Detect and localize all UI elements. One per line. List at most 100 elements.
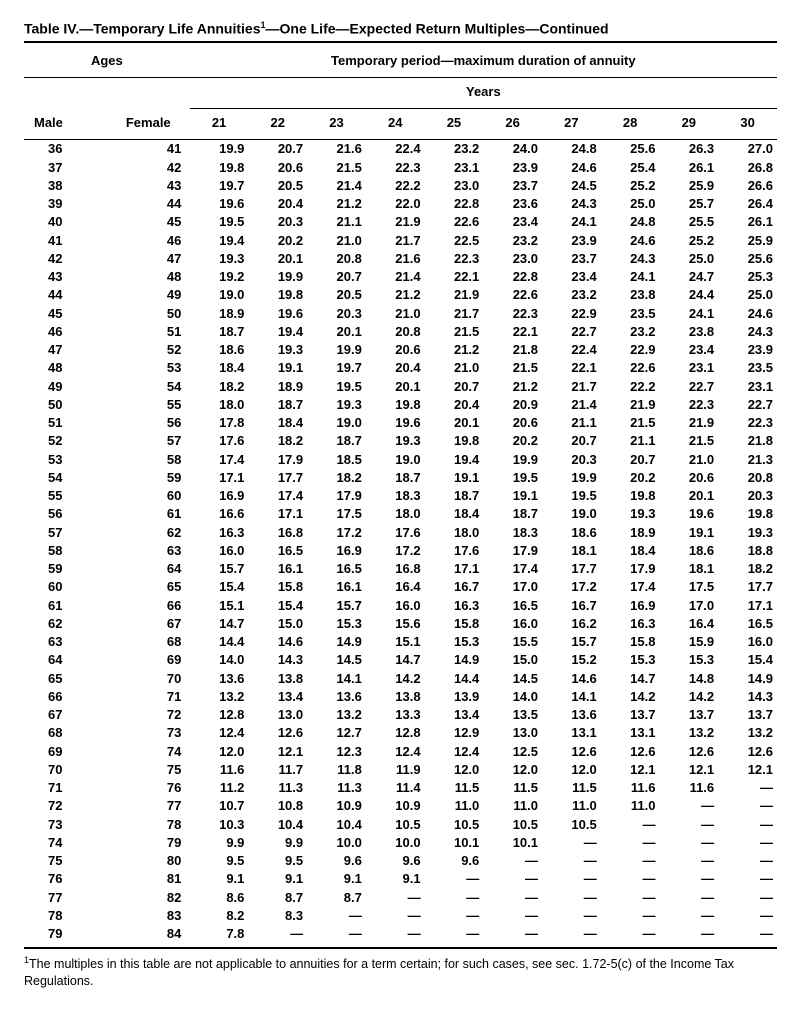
cell-value: 16.0 xyxy=(483,615,542,633)
cell-value: 21.3 xyxy=(718,451,777,469)
cell-value: 21.7 xyxy=(542,378,601,396)
cell-male-age: 73 xyxy=(24,816,107,834)
cell-value: — xyxy=(659,797,718,815)
cell-value: 9.6 xyxy=(425,852,484,870)
cell-value: 22.1 xyxy=(542,359,601,377)
cell-value: 15.2 xyxy=(542,651,601,669)
hdr-ages: Ages xyxy=(24,47,190,75)
cell-value: 20.3 xyxy=(542,451,601,469)
cell-value: — xyxy=(718,852,777,870)
hdr-year-col: 28 xyxy=(601,109,660,138)
table-row: 717611.211.311.311.411.511.511.511.611.6… xyxy=(24,779,777,797)
cell-value: 11.5 xyxy=(483,779,542,797)
cell-value: 12.3 xyxy=(307,743,366,761)
cell-value: 23.4 xyxy=(659,341,718,359)
cell-value: 24.6 xyxy=(542,159,601,177)
cell-value: 13.8 xyxy=(248,670,307,688)
cell-value: 23.0 xyxy=(425,177,484,195)
cell-value: 22.9 xyxy=(601,341,660,359)
table-row: 78838.28.3———————— xyxy=(24,907,777,925)
cell-value: 14.5 xyxy=(483,670,542,688)
cell-value: 20.7 xyxy=(601,451,660,469)
cell-value: — xyxy=(483,870,542,888)
cell-value: 14.6 xyxy=(248,633,307,651)
cell-male-age: 69 xyxy=(24,743,107,761)
table-row: 556016.917.417.918.318.719.119.519.820.1… xyxy=(24,487,777,505)
cell-male-age: 75 xyxy=(24,852,107,870)
cell-female-age: 83 xyxy=(107,907,190,925)
cell-value: 23.6 xyxy=(483,195,542,213)
cell-value: 13.3 xyxy=(366,706,425,724)
cell-value: 23.5 xyxy=(601,305,660,323)
cell-value: 17.4 xyxy=(248,487,307,505)
cell-value: 17.0 xyxy=(659,597,718,615)
cell-female-age: 57 xyxy=(107,432,190,450)
cell-value: — xyxy=(601,870,660,888)
cell-value: 11.5 xyxy=(542,779,601,797)
cell-value: 12.1 xyxy=(601,761,660,779)
cell-value: 12.8 xyxy=(190,706,249,724)
cell-value: 16.0 xyxy=(190,542,249,560)
cell-value: 14.2 xyxy=(659,688,718,706)
cell-male-age: 43 xyxy=(24,268,107,286)
cell-male-age: 40 xyxy=(24,213,107,231)
cell-female-age: 61 xyxy=(107,505,190,523)
table-row: 465118.719.420.120.821.522.122.723.223.8… xyxy=(24,323,777,341)
cell-value: 17.6 xyxy=(425,542,484,560)
cell-value: 22.3 xyxy=(659,396,718,414)
cell-male-age: 45 xyxy=(24,305,107,323)
cell-male-age: 49 xyxy=(24,378,107,396)
cell-value: 11.6 xyxy=(659,779,718,797)
cell-value: 20.6 xyxy=(483,414,542,432)
cell-value: — xyxy=(718,925,777,943)
cell-value: 17.4 xyxy=(483,560,542,578)
cell-value: — xyxy=(483,852,542,870)
cell-value: 15.4 xyxy=(248,597,307,615)
cell-value: 18.0 xyxy=(190,396,249,414)
cell-value: 19.6 xyxy=(248,305,307,323)
cell-value: 21.5 xyxy=(601,414,660,432)
cell-female-age: 46 xyxy=(107,232,190,250)
cell-value: 14.3 xyxy=(248,651,307,669)
cell-value: 9.1 xyxy=(248,870,307,888)
cell-female-age: 65 xyxy=(107,578,190,596)
cell-value: 13.2 xyxy=(718,724,777,742)
cell-value: 13.2 xyxy=(307,706,366,724)
cell-value: 10.5 xyxy=(425,816,484,834)
cell-female-age: 59 xyxy=(107,469,190,487)
cell-value: 20.3 xyxy=(307,305,366,323)
cell-value: 23.9 xyxy=(542,232,601,250)
cell-value: 19.7 xyxy=(307,359,366,377)
cell-value: — xyxy=(366,889,425,907)
cell-value: 22.3 xyxy=(483,305,542,323)
cell-female-age: 72 xyxy=(107,706,190,724)
cell-value: 9.6 xyxy=(307,852,366,870)
cell-value: 11.6 xyxy=(190,761,249,779)
cell-value: 9.1 xyxy=(307,870,366,888)
cell-value: — xyxy=(659,889,718,907)
cell-value: 25.3 xyxy=(718,268,777,286)
cell-value: 12.0 xyxy=(190,743,249,761)
table-row: 646914.014.314.514.714.915.015.215.315.3… xyxy=(24,651,777,669)
cell-female-age: 70 xyxy=(107,670,190,688)
cell-value: 20.6 xyxy=(659,469,718,487)
cell-value: 18.5 xyxy=(307,451,366,469)
cell-value: 10.8 xyxy=(248,797,307,815)
cell-value: — xyxy=(366,907,425,925)
cell-value: 24.1 xyxy=(601,268,660,286)
cell-value: 20.9 xyxy=(483,396,542,414)
cell-value: 26.1 xyxy=(718,213,777,231)
cell-female-age: 42 xyxy=(107,159,190,177)
cell-value: 18.9 xyxy=(190,305,249,323)
cell-female-age: 47 xyxy=(107,250,190,268)
cell-value: 21.6 xyxy=(366,250,425,268)
cell-value: 21.5 xyxy=(483,359,542,377)
hdr-year-col: 24 xyxy=(366,109,425,138)
cell-value: 10.1 xyxy=(483,834,542,852)
cell-value: 20.5 xyxy=(307,286,366,304)
cell-value: 15.0 xyxy=(483,651,542,669)
cell-value: 14.9 xyxy=(425,651,484,669)
cell-value: 15.6 xyxy=(366,615,425,633)
cell-value: 13.6 xyxy=(542,706,601,724)
cell-value: 12.0 xyxy=(542,761,601,779)
